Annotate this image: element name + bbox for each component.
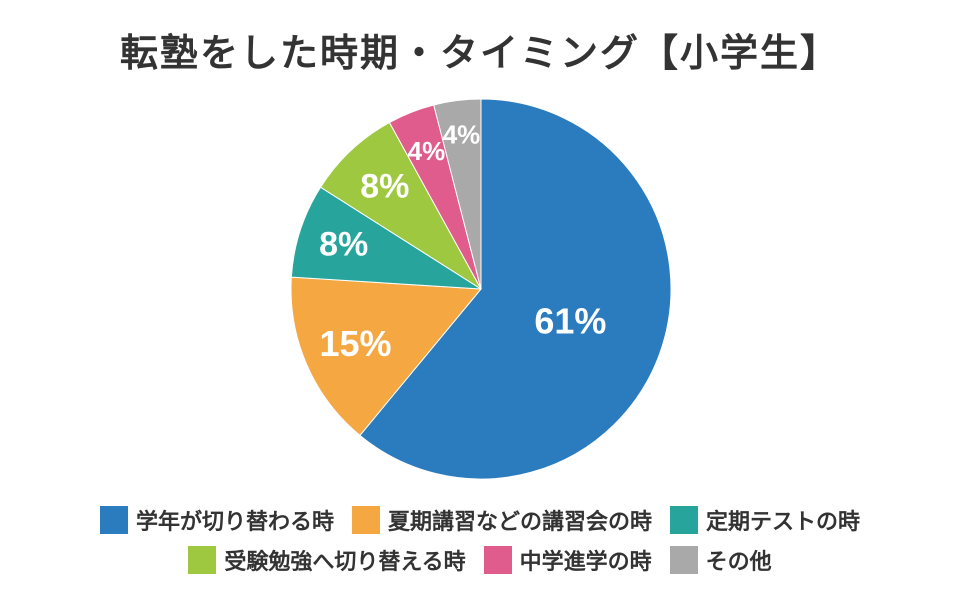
- legend-item: その他: [669, 544, 772, 576]
- legend-item: 夏期講習などの講習会の時: [351, 504, 652, 536]
- pie-data-label: 4%: [408, 136, 446, 166]
- legend-item: 受験勉強へ切り替える時: [188, 544, 466, 576]
- pie-slices: [290, 98, 672, 480]
- legend-label: その他: [705, 550, 772, 575]
- legend-label: 定期テストの時: [706, 510, 861, 535]
- legend-swatch: [483, 546, 512, 574]
- legend-item: 中学進学の時: [483, 544, 652, 576]
- pie-data-label: 15%: [319, 323, 391, 364]
- legend-item: 定期テストの時: [670, 504, 860, 536]
- legend-label: 中学進学の時: [519, 550, 652, 575]
- legend-label: 夏期講習などの講習会の時: [387, 510, 652, 535]
- legend-swatch: [351, 506, 380, 534]
- pie-slice: [290, 276, 483, 437]
- legend-swatch: [669, 546, 698, 574]
- legend-row: 受験勉強へ切り替える時 中学進学の時 その他: [0, 540, 960, 580]
- legend-swatch: [99, 506, 128, 534]
- legend-label: 学年が切り替わる時: [135, 510, 334, 535]
- legend: 学年が切り替わる時 夏期講習などの講習会の時 定期テストの時 受験勉強へ切り替える時…: [0, 500, 960, 580]
- pie-data-label: 8%: [360, 168, 409, 206]
- pie-slice: [319, 121, 482, 290]
- pie-data-labels: 61%15%8%8%4%4%: [319, 119, 606, 363]
- legend-label: 受験勉強へ切り替える時: [224, 550, 466, 575]
- legend-swatch: [670, 506, 698, 534]
- pie-data-label: 4%: [443, 119, 481, 149]
- pie-slice: [433, 98, 482, 290]
- legend-swatch: [188, 546, 217, 574]
- legend-item: 学年が切り替わる時: [99, 504, 334, 536]
- legend-row: 学年が切り替わる時 夏期講習などの講習会の時 定期テストの時: [0, 500, 960, 540]
- chart-title: 転塾をした時期・タイミング【小学生】: [119, 31, 840, 75]
- pie-chart: 61%15%8%8%4%4%: [290, 98, 672, 480]
- pie-data-label: 8%: [319, 225, 368, 263]
- pie-slice: [290, 186, 482, 290]
- pie-data-label: 61%: [534, 301, 606, 342]
- pie-slice: [359, 98, 672, 480]
